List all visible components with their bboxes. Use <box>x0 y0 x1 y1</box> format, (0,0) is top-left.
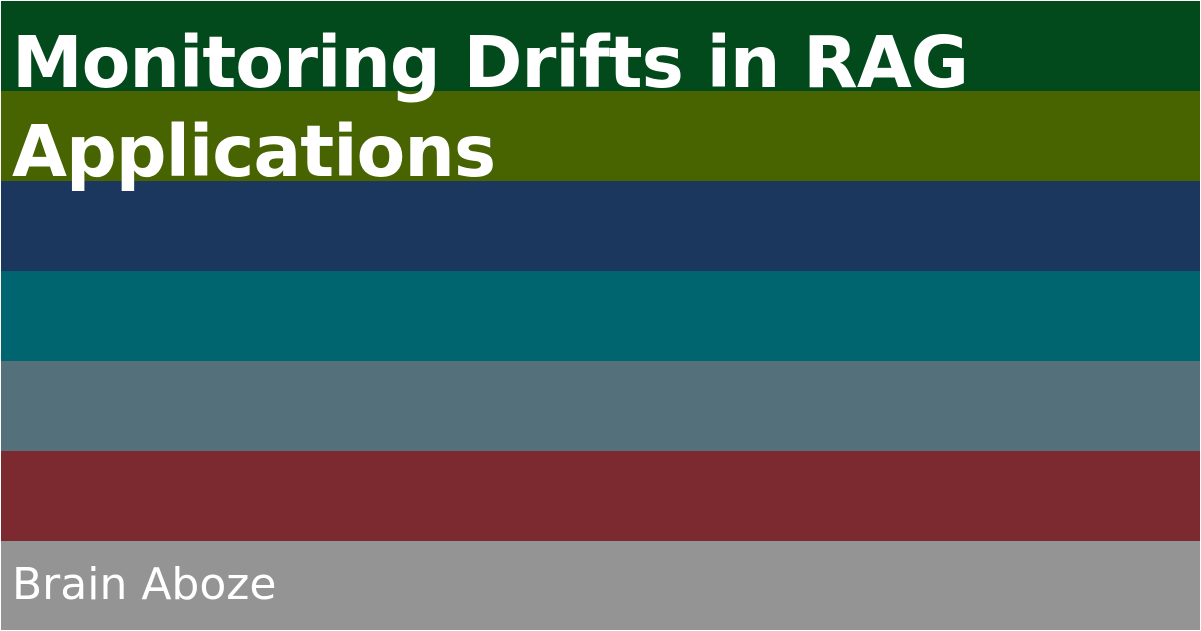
author-name: Brain Aboze <box>12 559 277 610</box>
stripe-navy <box>1 181 1200 271</box>
stripe-dark-green <box>1 1 1200 91</box>
stripe-olive <box>1 91 1200 181</box>
stripe-gray <box>1 541 1200 630</box>
stripe-teal <box>1 271 1200 361</box>
page-title: Monitoring Drifts in RAG Applications <box>12 21 969 193</box>
stripe-maroon <box>1 451 1200 541</box>
stripe-slate <box>1 361 1200 451</box>
